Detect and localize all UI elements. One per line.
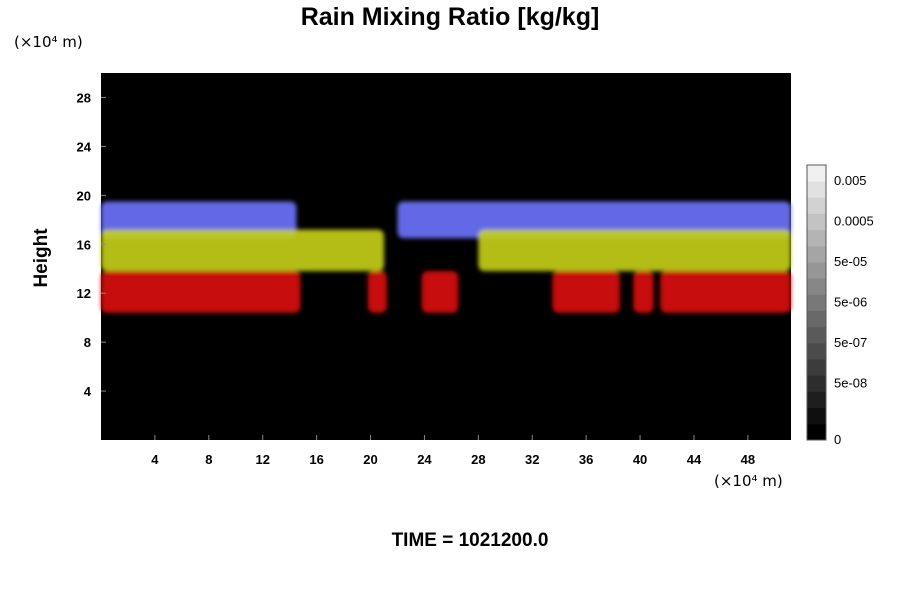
colorbar-swatch <box>807 165 826 182</box>
colorbar-swatch <box>807 407 826 425</box>
layer-middle-segment <box>478 229 791 272</box>
layer-middle-segment <box>101 229 385 272</box>
x-tick-label: 12 <box>255 452 269 467</box>
colorbar-swatch <box>807 294 826 311</box>
layer-middle <box>101 229 791 272</box>
colorbar-swatch <box>807 391 826 409</box>
colorbar-swatch <box>807 326 826 344</box>
chart-title: Rain Mixing Ratio [kg/kg] <box>300 3 600 31</box>
colorbar-swatch <box>807 278 826 295</box>
x-tick-label: 16 <box>309 452 323 467</box>
layer-lower-segment <box>421 271 459 313</box>
colorbar-label: 5e-07 <box>834 335 867 350</box>
x-tick-label: 36 <box>579 452 593 467</box>
x-tick-label: 28 <box>471 452 485 467</box>
colorbar-label: 5e-06 <box>834 295 867 310</box>
colorbar-frame <box>806 164 827 441</box>
colorbar-swatch <box>807 359 826 376</box>
y-tick-label: 8 <box>84 335 91 350</box>
x-tick-label: 40 <box>633 452 647 467</box>
x-tick-label: 4 <box>151 452 159 467</box>
y-tick-label: 12 <box>77 286 91 301</box>
time-label: TIME = 1021200.0 <box>391 530 549 551</box>
layer-upper-segment <box>397 201 791 239</box>
colorbar-swatch <box>807 310 826 328</box>
colorbar-swatch <box>807 229 826 247</box>
layer-lower <box>101 271 791 313</box>
colorbar-label: 0.005 <box>834 173 867 188</box>
colorbar-swatch <box>807 197 826 214</box>
y-tick-label: 20 <box>77 188 91 203</box>
y-axis-unit: (×10⁴ m) <box>14 33 83 51</box>
colorbar-swatch <box>807 262 826 279</box>
x-tick-label: 20 <box>363 452 377 467</box>
y-axis-ticks: 4 8 12 16 20 24 28 <box>77 90 106 399</box>
layer-lower-segment <box>367 271 387 313</box>
x-tick-label: 8 <box>205 452 212 467</box>
colorbar-label: 5e-05 <box>834 254 867 269</box>
x-tick-label: 24 <box>417 452 432 467</box>
layer-upper-segment <box>101 201 297 239</box>
x-tick-label: 48 <box>741 452 755 467</box>
y-tick-label: 28 <box>77 90 91 105</box>
colorbar-swatch <box>807 181 826 198</box>
layer-upper <box>101 201 791 239</box>
layer-lower-segment <box>552 271 620 313</box>
colorbar-label: 0 <box>834 432 841 447</box>
colorbar-label: 0.0005 <box>834 214 874 229</box>
x-tick-label: 44 <box>687 452 702 467</box>
data-layers <box>101 201 791 313</box>
colorbar-swatch <box>807 245 826 263</box>
x-tick-label: 32 <box>525 452 539 467</box>
colorbar: 0.005 0.0005 5e-05 5e-06 5e-07 5e-08 0 <box>806 164 874 447</box>
x-axis-unit: (×10⁴ m) <box>714 472 783 490</box>
colorbar-swatch <box>807 423 826 441</box>
y-tick-label: 4 <box>84 384 92 399</box>
colorbar-label: 5e-08 <box>834 375 867 390</box>
layer-lower-segment <box>101 271 301 313</box>
colorbar-swatch <box>807 375 826 392</box>
x-axis-ticks: 4 8 12 16 20 24 28 32 36 40 44 48 <box>151 435 755 467</box>
layer-lower-segment <box>660 271 791 313</box>
layer-lower-segment <box>633 271 654 313</box>
colorbar-swatch <box>807 342 826 360</box>
y-tick-label: 24 <box>77 139 92 154</box>
y-tick-label: 16 <box>77 237 91 252</box>
colorbar-swatch <box>807 213 826 231</box>
